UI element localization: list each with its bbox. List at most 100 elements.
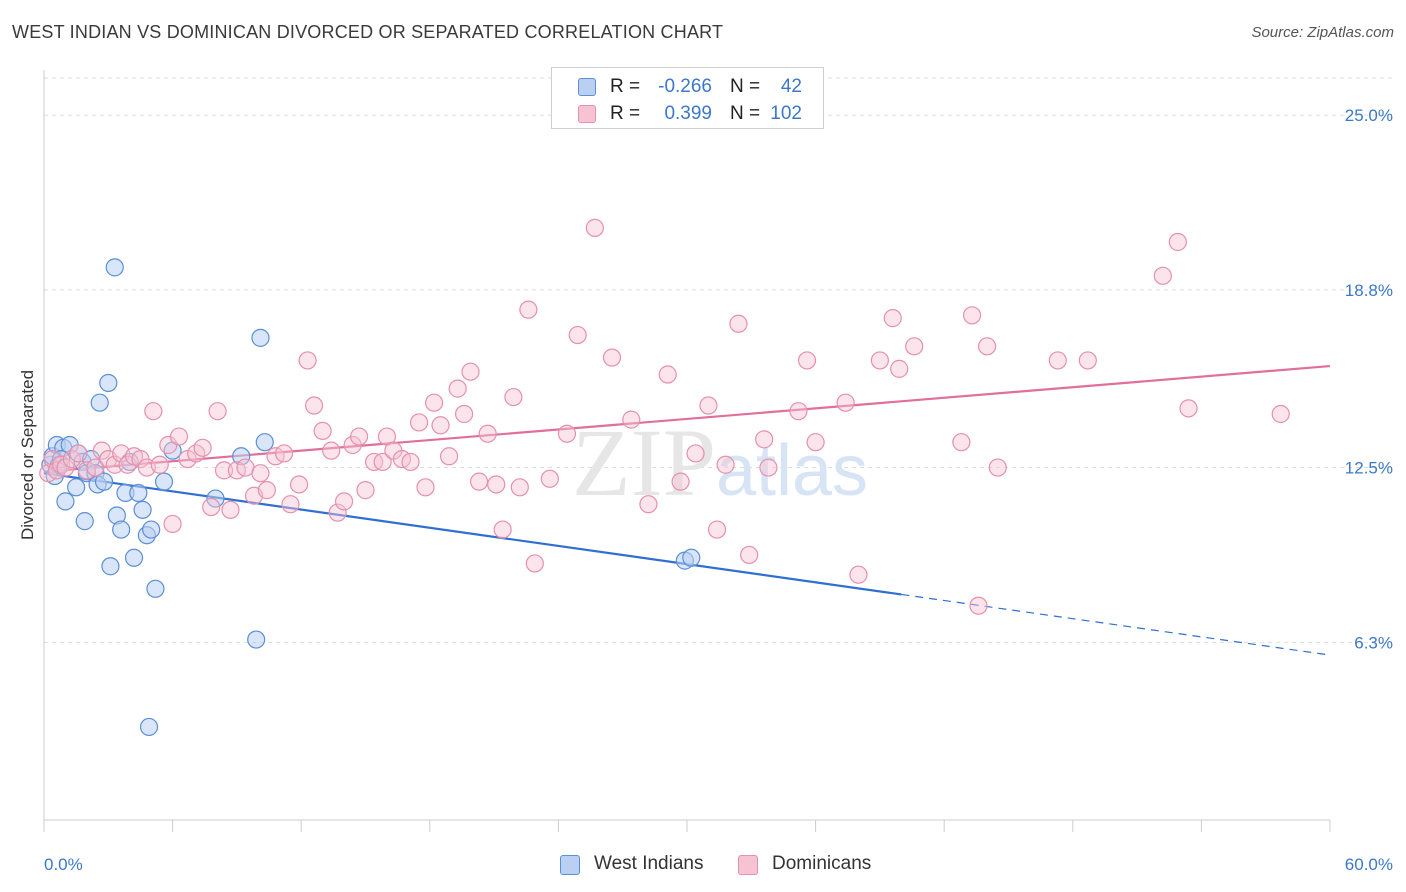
dominicans-point (1168, 232, 1187, 252)
dominicans-point (797, 351, 817, 370)
dominicans-point (568, 325, 587, 345)
dominicans-point (322, 441, 341, 460)
west-indians-point (139, 717, 159, 737)
dominicans-point (105, 455, 124, 474)
dominicans-point (952, 433, 971, 452)
x-tick-label: 0.0% (44, 855, 83, 874)
dominicans-point (356, 481, 375, 500)
dominicans-point (274, 444, 294, 463)
dominicans-point (1179, 399, 1198, 418)
dominicans-point (905, 337, 924, 356)
dominicans-point (487, 475, 506, 494)
dominicans-point (401, 452, 420, 472)
dominicans-point (1048, 351, 1067, 370)
west-indians-point (133, 500, 152, 519)
dominicans-point (510, 478, 529, 497)
n-value: 42 (780, 76, 802, 97)
dominicans-point (759, 458, 778, 477)
dominicans-point (454, 404, 474, 424)
axes (43, 70, 1331, 832)
dominicans-point (716, 455, 735, 474)
west-indians-point (247, 630, 266, 649)
dominicans-point (525, 554, 544, 573)
r-label: R = (610, 76, 641, 97)
dominicans-point (431, 416, 450, 435)
dominicans-point (806, 433, 825, 452)
source-label: Source: ZipAtlas.com (1251, 24, 1394, 41)
correlation-legend: R = -0.266 N = 42 R = 0.399 N = 102 (551, 67, 824, 129)
dominicans-point (1271, 404, 1290, 424)
dominicans-point (602, 348, 622, 367)
west-indians-swatch (578, 78, 596, 96)
dominicans-point (416, 478, 435, 497)
dominicans-point (699, 396, 718, 415)
dominicans-point (448, 379, 467, 398)
dominicans-point (208, 402, 227, 421)
dominicans-point (585, 218, 604, 237)
west-indians-point (67, 478, 86, 497)
dominicans-point (707, 520, 727, 539)
dominicans-point (883, 309, 902, 328)
dominicans-point (478, 424, 497, 443)
x-tick-labels: 0.0% 60.0% (44, 855, 1393, 874)
west-indians-point (142, 520, 161, 539)
dominicans-point (671, 472, 690, 491)
dominicans-trend-line (43, 364, 1331, 473)
dominicans-point (289, 475, 309, 494)
dominicans-point (144, 402, 163, 421)
dominicans-point (977, 337, 997, 356)
west-indians-swatch (560, 855, 580, 875)
dominicans-point (729, 314, 748, 333)
west-indians-point (251, 328, 270, 347)
dominicans-point (461, 362, 480, 381)
dominicans-point (870, 351, 890, 370)
dominicans-point (298, 351, 317, 370)
dominicans-point (221, 500, 240, 519)
dominicans-point (69, 444, 88, 463)
dominicans-point (409, 413, 429, 432)
west-indians-point (112, 520, 131, 539)
dominicans-point (469, 472, 489, 491)
dominicans-point (439, 447, 459, 466)
dominicans-point (849, 565, 868, 584)
dominicans-point (789, 402, 808, 421)
dominicans-point (281, 495, 300, 514)
dominicans-point (988, 458, 1007, 477)
west-indians-point (99, 373, 118, 393)
dominicans-point (1078, 351, 1097, 370)
dominicans-point (622, 410, 641, 429)
watermark: ZIPatlas (572, 409, 868, 516)
west-indians-points (41, 258, 701, 737)
x-tick-label: 60.0% (1345, 855, 1393, 874)
dominicans-point (686, 444, 705, 463)
dominicans-point (540, 469, 559, 488)
west-indians-point (206, 489, 225, 508)
west-indians-point (90, 393, 109, 412)
n-label: N = (730, 103, 761, 124)
dominicans-point (251, 464, 270, 483)
dominicans-point (313, 421, 332, 441)
n-value: 102 (770, 103, 802, 124)
west-indians-point (105, 258, 124, 277)
dominicans-point (519, 300, 538, 319)
dominicans-point (969, 596, 988, 615)
dominicans-point (202, 497, 221, 517)
west-indians-point (94, 472, 114, 491)
dominicans-point (755, 430, 774, 449)
dominicans-swatch (738, 855, 758, 875)
west-indians-point (101, 557, 120, 576)
y-tick-label: 25.0% (1345, 106, 1393, 125)
dominicans-point (424, 393, 444, 412)
dominicans-point (150, 455, 169, 474)
y-tick-label: 6.3% (1354, 633, 1393, 652)
r-label: R = (610, 103, 641, 124)
dominicans-point (740, 545, 759, 565)
dominicans-point (193, 438, 212, 457)
west-indians-point (255, 433, 274, 452)
legend-row-dominicans: R = 0.399 N = 102 (552, 101, 823, 127)
dominicans-point (639, 495, 658, 514)
dominicans-point (962, 306, 982, 325)
r-value: 0.399 (664, 103, 712, 124)
dominicans-point (1153, 266, 1172, 285)
dominicans-points (39, 218, 1290, 615)
